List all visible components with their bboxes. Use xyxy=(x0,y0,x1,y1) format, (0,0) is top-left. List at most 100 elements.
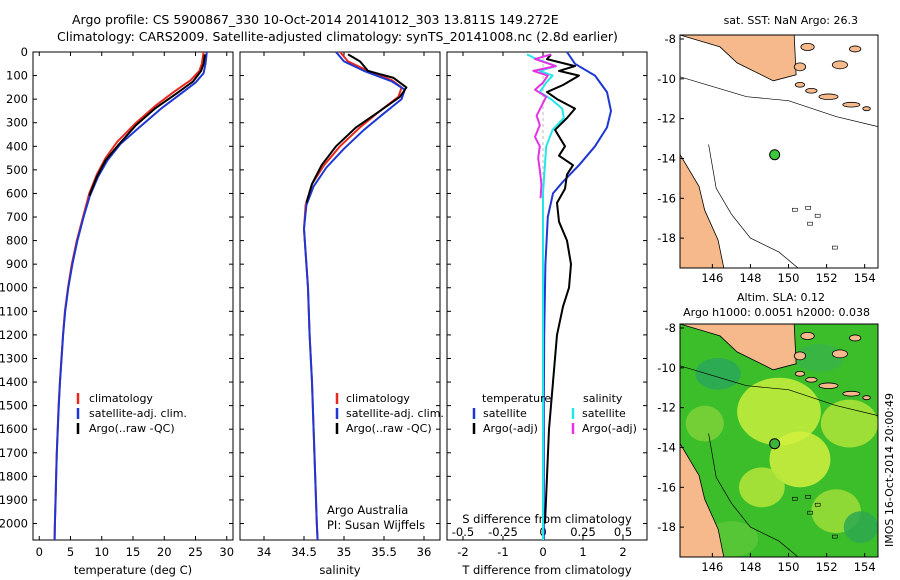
title-line-2: Climatology: CARS2009. Satellite-adjuste… xyxy=(57,29,618,44)
depth-tick-label: 1900 xyxy=(0,493,28,507)
legend-temp-argo-label: Argo(-adj) xyxy=(483,422,538,435)
x-axis-label: salinity xyxy=(319,563,360,577)
bathymetry-contour xyxy=(680,365,878,416)
land-island xyxy=(831,349,848,359)
land-island xyxy=(793,351,807,361)
x-tick-label: 0 xyxy=(539,545,546,559)
temperature-legend: climatology satellite-adj. clim. Argo(..… xyxy=(76,392,187,435)
lon-tick-label: 146 xyxy=(701,271,723,285)
map-frame xyxy=(679,34,879,269)
land-island xyxy=(862,106,871,112)
depth-tick-label: 1200 xyxy=(0,328,28,342)
legend-argo-label: Argo(..raw -QC) xyxy=(346,422,432,435)
sla-anomaly-patch xyxy=(737,377,821,446)
reef-outline xyxy=(832,534,838,539)
depth-tick-label: 1100 xyxy=(0,304,28,318)
lon-tick-label: 148 xyxy=(739,271,761,285)
land-island xyxy=(800,42,815,51)
lon-tick-label: 154 xyxy=(854,560,876,574)
lon-tick-label: 152 xyxy=(816,560,838,574)
series-line-argo---raw--qc- xyxy=(305,53,408,204)
series-line-satellite-adj--clim- xyxy=(303,51,406,541)
map-frame xyxy=(679,323,879,558)
lon-tick-label: 146 xyxy=(701,560,723,574)
lat-tick-label: -12 xyxy=(657,401,676,415)
bathymetry-contour xyxy=(708,433,799,557)
sst-title: sat. SST: NaN Argo: 26.3 xyxy=(724,14,858,27)
sst-map-panel: sat. SST: NaN Argo: 26.3 146 148 150 152 154 -… xyxy=(657,14,879,285)
lat-tick-label: -18 xyxy=(657,231,676,245)
x-axis-label: temperature (deg C) xyxy=(74,563,192,577)
salinity-legend: climatology satellite-adj. clim. Argo(..… xyxy=(335,392,444,435)
reef-outline xyxy=(792,207,798,212)
depth-tick-label: 300 xyxy=(6,116,28,130)
sla-anomaly-patch xyxy=(794,343,844,372)
credits: Argo Australia PI: Susan Wijffels xyxy=(327,503,425,532)
land-island xyxy=(794,370,806,377)
depth-axis-labels: 0 100 200 300 400 500 600 700 800 900 1000 1100 1200… xyxy=(0,45,28,530)
lat-tick-label: -8 xyxy=(665,321,676,335)
x-tick-label: 0 xyxy=(36,545,43,559)
x-tick-label: 25 xyxy=(188,545,203,559)
bathymetry-contour xyxy=(708,144,799,268)
imos-timestamp: IMOS 16-Oct-2014 20:00:49 xyxy=(883,393,896,547)
depth-tick-label: 400 xyxy=(6,139,28,153)
land-island xyxy=(849,334,862,342)
legend-clim-label: climatology xyxy=(89,392,153,405)
depth-tick-label: 1000 xyxy=(0,281,28,295)
legend-sal-argo-label: Argo(-adj) xyxy=(582,422,637,435)
sla-anomaly-patch xyxy=(769,431,831,488)
lat-tick-label: -14 xyxy=(657,440,676,454)
depth-tick-label: 1700 xyxy=(0,446,28,460)
reef-outline xyxy=(792,496,798,501)
legend-sal-heading: salinity xyxy=(583,392,623,405)
sal-tick-label: 0.25 xyxy=(570,525,596,539)
depth-tick-label: 100 xyxy=(6,69,28,83)
depth-tick-label: 600 xyxy=(6,186,28,200)
legend-temp-heading: temperature xyxy=(482,392,551,405)
credit-line-1: Argo Australia xyxy=(327,503,408,517)
temperature-panel: 0 5 10 15 20 25 30 temperature (deg C) xyxy=(32,51,234,577)
x-tick-label: 30 xyxy=(219,545,234,559)
land-island xyxy=(818,93,839,100)
land-australia xyxy=(680,153,725,268)
lat-tick-label: -8 xyxy=(665,32,676,46)
reef-outline xyxy=(805,494,811,499)
sla-map-panel: Altim. SLA: 0.12 Argo h1000: 0.0051 h2000… xyxy=(657,291,879,574)
title-line-1: Argo profile: CS 5900867_330 10-Oct-2014… xyxy=(72,12,559,27)
series-line-temperature-satellite xyxy=(542,51,612,540)
sla-anomaly-patch xyxy=(685,405,724,442)
x-tick-label: 34.5 xyxy=(291,545,317,559)
reef-outline xyxy=(814,213,821,218)
x-tick-label: -2 xyxy=(457,545,468,559)
salinity-panel: 34 34.5 35 35.5 36 salinity xyxy=(239,51,441,577)
depth-tick-label: 1400 xyxy=(0,375,28,389)
depth-tick-label: 800 xyxy=(6,234,28,248)
land-island xyxy=(818,382,839,389)
lon-tick-label: 150 xyxy=(778,560,800,574)
lat-tick-label: -12 xyxy=(657,112,676,126)
x-tick-label: 34 xyxy=(257,545,272,559)
lon-tick-label: 154 xyxy=(854,271,876,285)
legend-sat-label: satellite-adj. clim. xyxy=(89,407,187,420)
x-axis-label: T difference from climatology xyxy=(461,563,632,577)
series-line-temperature-argo--adj- xyxy=(544,53,580,524)
legend-sal-sat-label: satellite xyxy=(582,407,626,420)
lon-tick-label: 152 xyxy=(816,271,838,285)
land-island xyxy=(805,87,818,94)
depth-tick-label: 1500 xyxy=(0,399,28,413)
map-content xyxy=(680,324,878,557)
depth-tick-label: 0 xyxy=(21,45,28,59)
sla-anomaly-patch xyxy=(843,511,878,544)
series-line-satellite-adj--clim- xyxy=(53,51,208,541)
argo-float-marker xyxy=(769,438,781,450)
lon-tick-label: 148 xyxy=(739,560,761,574)
land-island xyxy=(805,376,818,383)
x-tick-label: 2 xyxy=(619,545,626,559)
legend-temp-sat-label: satellite xyxy=(483,407,527,420)
lat-tick-label: -18 xyxy=(657,520,676,534)
credit-line-2: PI: Susan Wijffels xyxy=(327,518,425,532)
land-island xyxy=(849,45,862,53)
land-island xyxy=(862,395,871,401)
